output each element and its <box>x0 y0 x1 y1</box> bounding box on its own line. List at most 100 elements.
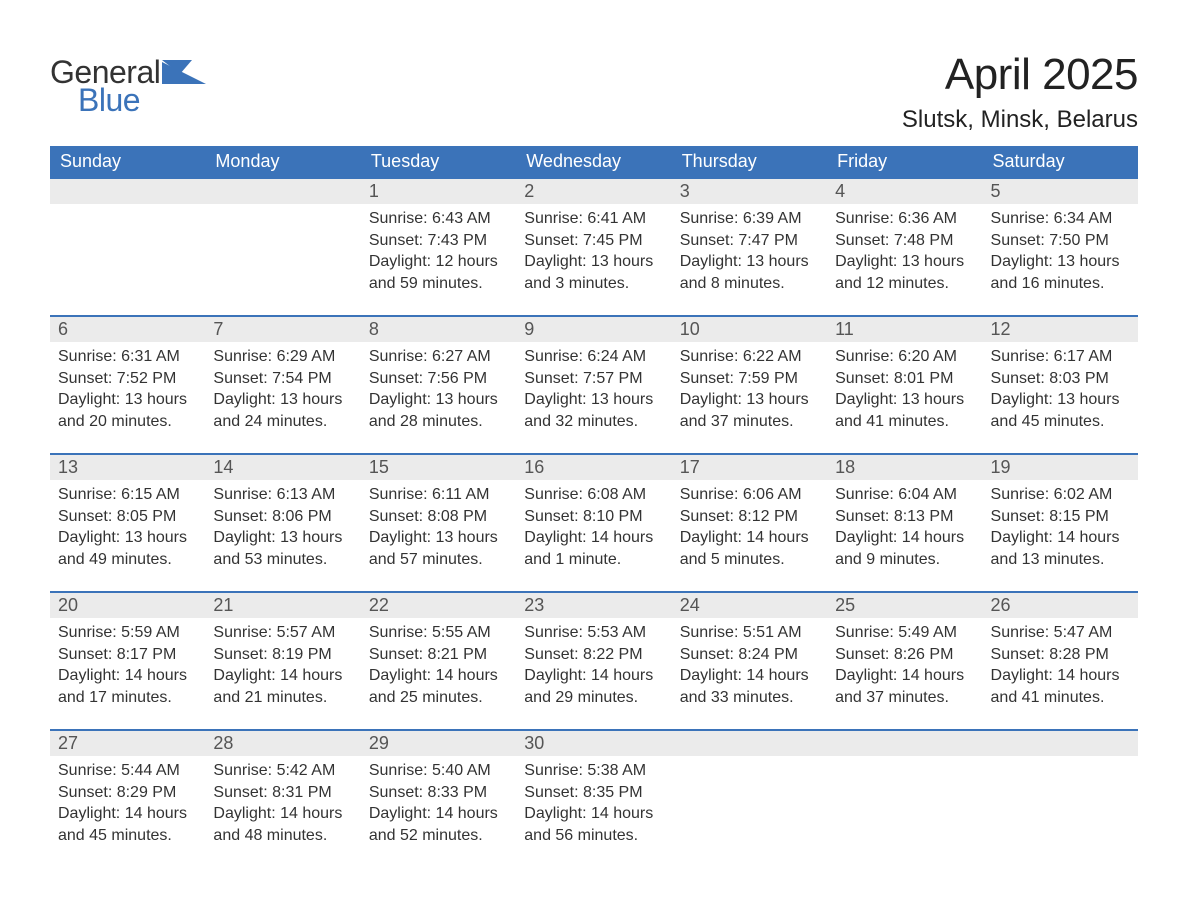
sunrise-line: Sunrise: 5:38 AM <box>524 760 663 782</box>
sunrise-line: Sunrise: 6:02 AM <box>991 484 1130 506</box>
logo-text: General Blue <box>50 56 160 116</box>
daylight-line: Daylight: 14 hours and 48 minutes. <box>213 803 352 846</box>
sunset-line: Sunset: 8:33 PM <box>369 782 508 804</box>
calendar-table: Sunday Monday Tuesday Wednesday Thursday… <box>50 146 1138 868</box>
day-content-cell: Sunrise: 6:02 AMSunset: 8:15 PMDaylight:… <box>983 480 1138 592</box>
weekday-header: Tuesday <box>361 146 516 178</box>
day-number-cell <box>205 178 360 204</box>
day-content-cell: Sunrise: 6:36 AMSunset: 7:48 PMDaylight:… <box>827 204 982 316</box>
day-content-cell: Sunrise: 6:22 AMSunset: 7:59 PMDaylight:… <box>672 342 827 454</box>
daylight-line: Daylight: 14 hours and 29 minutes. <box>524 665 663 708</box>
day-content-cell: Sunrise: 6:41 AMSunset: 7:45 PMDaylight:… <box>516 204 671 316</box>
flag-icon <box>162 60 208 93</box>
daylight-line: Daylight: 13 hours and 32 minutes. <box>524 389 663 432</box>
sunset-line: Sunset: 8:29 PM <box>58 782 197 804</box>
day-number-cell: 17 <box>672 454 827 480</box>
day-number-cell: 21 <box>205 592 360 618</box>
sunrise-line: Sunrise: 5:51 AM <box>680 622 819 644</box>
calendar-page: General Blue April 2025 Slutsk, Minsk, B… <box>0 0 1188 898</box>
daylight-line: Daylight: 14 hours and 45 minutes. <box>58 803 197 846</box>
weekday-header: Thursday <box>672 146 827 178</box>
sunrise-line: Sunrise: 6:31 AM <box>58 346 197 368</box>
day-content-cell: Sunrise: 6:39 AMSunset: 7:47 PMDaylight:… <box>672 204 827 316</box>
sunset-line: Sunset: 8:24 PM <box>680 644 819 666</box>
day-content-cell: Sunrise: 6:34 AMSunset: 7:50 PMDaylight:… <box>983 204 1138 316</box>
day-number-row: 12345 <box>50 178 1138 204</box>
sunset-line: Sunset: 7:48 PM <box>835 230 974 252</box>
sunset-line: Sunset: 7:45 PM <box>524 230 663 252</box>
day-content-cell: Sunrise: 5:51 AMSunset: 8:24 PMDaylight:… <box>672 618 827 730</box>
daylight-line: Daylight: 13 hours and 41 minutes. <box>835 389 974 432</box>
day-number-cell: 11 <box>827 316 982 342</box>
sunset-line: Sunset: 8:31 PM <box>213 782 352 804</box>
daylight-line: Daylight: 13 hours and 12 minutes. <box>835 251 974 294</box>
day-content-cell <box>50 204 205 316</box>
daylight-line: Daylight: 13 hours and 24 minutes. <box>213 389 352 432</box>
day-number-cell: 24 <box>672 592 827 618</box>
day-number-cell: 15 <box>361 454 516 480</box>
day-content-cell: Sunrise: 5:47 AMSunset: 8:28 PMDaylight:… <box>983 618 1138 730</box>
daylight-line: Daylight: 13 hours and 20 minutes. <box>58 389 197 432</box>
day-content-cell: Sunrise: 6:31 AMSunset: 7:52 PMDaylight:… <box>50 342 205 454</box>
daylight-line: Daylight: 13 hours and 37 minutes. <box>680 389 819 432</box>
day-number-cell: 27 <box>50 730 205 756</box>
day-content-cell <box>983 756 1138 868</box>
sunrise-line: Sunrise: 5:53 AM <box>524 622 663 644</box>
day-number-cell <box>50 178 205 204</box>
sunset-line: Sunset: 8:12 PM <box>680 506 819 528</box>
day-content-cell: Sunrise: 5:42 AMSunset: 8:31 PMDaylight:… <box>205 756 360 868</box>
day-content-row: Sunrise: 6:43 AMSunset: 7:43 PMDaylight:… <box>50 204 1138 316</box>
sunrise-line: Sunrise: 5:40 AM <box>369 760 508 782</box>
day-content-cell: Sunrise: 6:27 AMSunset: 7:56 PMDaylight:… <box>361 342 516 454</box>
day-number-row: 6789101112 <box>50 316 1138 342</box>
day-content-cell: Sunrise: 6:08 AMSunset: 8:10 PMDaylight:… <box>516 480 671 592</box>
daylight-line: Daylight: 13 hours and 3 minutes. <box>524 251 663 294</box>
day-number-cell: 9 <box>516 316 671 342</box>
day-content-cell: Sunrise: 6:43 AMSunset: 7:43 PMDaylight:… <box>361 204 516 316</box>
day-content-cell: Sunrise: 5:53 AMSunset: 8:22 PMDaylight:… <box>516 618 671 730</box>
sunrise-line: Sunrise: 6:39 AM <box>680 208 819 230</box>
sunrise-line: Sunrise: 6:34 AM <box>991 208 1130 230</box>
day-number-row: 27282930 <box>50 730 1138 756</box>
sunset-line: Sunset: 8:21 PM <box>369 644 508 666</box>
day-number-cell: 29 <box>361 730 516 756</box>
daylight-line: Daylight: 14 hours and 37 minutes. <box>835 665 974 708</box>
day-content-cell: Sunrise: 6:04 AMSunset: 8:13 PMDaylight:… <box>827 480 982 592</box>
sunrise-line: Sunrise: 5:44 AM <box>58 760 197 782</box>
day-content-cell <box>205 204 360 316</box>
day-number-cell: 19 <box>983 454 1138 480</box>
day-content-cell: Sunrise: 5:40 AMSunset: 8:33 PMDaylight:… <box>361 756 516 868</box>
daylight-line: Daylight: 14 hours and 13 minutes. <box>991 527 1130 570</box>
daylight-line: Daylight: 14 hours and 25 minutes. <box>369 665 508 708</box>
sunrise-line: Sunrise: 5:55 AM <box>369 622 508 644</box>
sunrise-line: Sunrise: 5:59 AM <box>58 622 197 644</box>
sunrise-line: Sunrise: 6:15 AM <box>58 484 197 506</box>
day-number-cell: 3 <box>672 178 827 204</box>
day-content-cell: Sunrise: 6:20 AMSunset: 8:01 PMDaylight:… <box>827 342 982 454</box>
day-content-cell: Sunrise: 6:17 AMSunset: 8:03 PMDaylight:… <box>983 342 1138 454</box>
day-number-cell: 2 <box>516 178 671 204</box>
day-number-cell: 4 <box>827 178 982 204</box>
weekday-header: Wednesday <box>516 146 671 178</box>
day-number-cell: 20 <box>50 592 205 618</box>
sunset-line: Sunset: 8:19 PM <box>213 644 352 666</box>
day-content-cell <box>827 756 982 868</box>
sunset-line: Sunset: 8:15 PM <box>991 506 1130 528</box>
month-title: April 2025 <box>902 50 1138 100</box>
day-content-row: Sunrise: 6:15 AMSunset: 8:05 PMDaylight:… <box>50 480 1138 592</box>
sunset-line: Sunset: 8:22 PM <box>524 644 663 666</box>
day-content-row: Sunrise: 6:31 AMSunset: 7:52 PMDaylight:… <box>50 342 1138 454</box>
day-content-cell: Sunrise: 5:38 AMSunset: 8:35 PMDaylight:… <box>516 756 671 868</box>
day-number-cell: 13 <box>50 454 205 480</box>
sunset-line: Sunset: 7:52 PM <box>58 368 197 390</box>
day-content-cell: Sunrise: 5:55 AMSunset: 8:21 PMDaylight:… <box>361 618 516 730</box>
sunrise-line: Sunrise: 5:47 AM <box>991 622 1130 644</box>
sunrise-line: Sunrise: 6:41 AM <box>524 208 663 230</box>
sunrise-line: Sunrise: 5:49 AM <box>835 622 974 644</box>
daylight-line: Daylight: 14 hours and 1 minute. <box>524 527 663 570</box>
day-number-cell: 23 <box>516 592 671 618</box>
day-content-row: Sunrise: 5:44 AMSunset: 8:29 PMDaylight:… <box>50 756 1138 868</box>
sunrise-line: Sunrise: 6:43 AM <box>369 208 508 230</box>
daylight-line: Daylight: 13 hours and 53 minutes. <box>213 527 352 570</box>
day-content-cell: Sunrise: 6:06 AMSunset: 8:12 PMDaylight:… <box>672 480 827 592</box>
